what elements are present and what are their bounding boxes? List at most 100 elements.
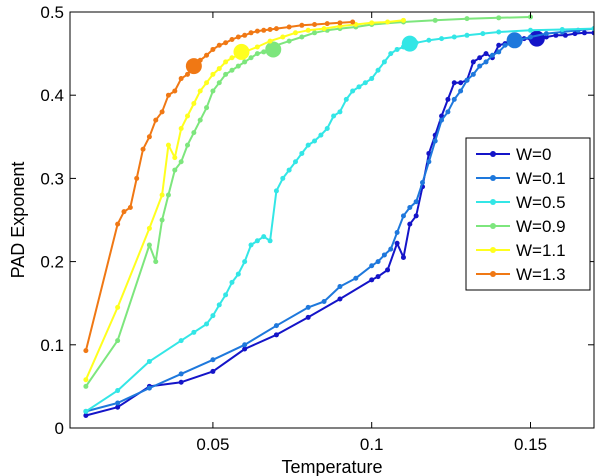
data-point [458, 88, 464, 94]
plot-frame [69, 11, 595, 429]
data-point [204, 105, 210, 111]
legend-item: W=0 [476, 145, 551, 164]
data-point [229, 67, 235, 73]
legend-swatch-marker [490, 175, 496, 181]
data-point [286, 167, 292, 173]
data-point [159, 192, 165, 198]
data-point [477, 63, 483, 69]
highlight-marker [185, 58, 202, 75]
data-point [248, 55, 254, 61]
data-point [210, 313, 216, 319]
data-point [115, 404, 121, 410]
legend-item: W=0.9 [476, 217, 566, 236]
data-point [146, 225, 152, 231]
data-point [223, 71, 229, 77]
data-point [337, 20, 343, 26]
x-tick-label: 0.05 [196, 435, 229, 454]
legend-swatch-marker [490, 223, 496, 229]
data-point [235, 63, 241, 69]
data-point [483, 59, 489, 65]
data-point [464, 32, 470, 38]
legend-label: W=1.1 [516, 241, 566, 260]
data-point [83, 413, 89, 419]
data-point [312, 21, 318, 27]
data-point [248, 242, 254, 248]
data-point [223, 292, 229, 298]
data-point [242, 259, 248, 265]
data-point [223, 59, 229, 65]
data-point [305, 142, 311, 148]
data-point [385, 267, 391, 273]
data-point [464, 77, 470, 83]
data-point [400, 17, 406, 23]
data-point [543, 31, 549, 37]
data-point [445, 109, 451, 115]
data-point [261, 49, 267, 55]
data-point [165, 192, 171, 198]
data-point [172, 167, 178, 173]
data-point [496, 42, 502, 48]
data-point [261, 27, 267, 33]
data-point [299, 22, 305, 28]
data-point [369, 263, 375, 269]
highlight-marker [233, 43, 250, 60]
data-point [299, 34, 305, 40]
data-point [273, 26, 279, 32]
legend-label: W=0.9 [516, 217, 566, 236]
data-point [115, 304, 121, 310]
data-point [229, 36, 235, 42]
data-point [191, 130, 197, 136]
data-point [562, 32, 568, 38]
data-point [496, 15, 502, 21]
data-point [165, 92, 171, 98]
data-point [388, 51, 394, 57]
data-point [216, 66, 222, 72]
data-point [527, 34, 533, 40]
data-point [229, 55, 235, 61]
data-point [426, 37, 432, 43]
data-point [254, 238, 260, 244]
series-line [84, 21, 353, 351]
data-point [375, 274, 381, 280]
data-point [197, 88, 203, 94]
data-point [210, 88, 216, 94]
legend-item: W=0.5 [476, 193, 566, 212]
highlight-marker [265, 41, 282, 58]
x-tick-label: 0.15 [514, 435, 547, 454]
data-point [343, 96, 349, 102]
data-point [115, 400, 121, 406]
data-point [407, 221, 413, 227]
data-point [178, 159, 184, 165]
data-point [210, 46, 216, 52]
data-point [375, 259, 381, 265]
legend-label: W=0.5 [516, 193, 566, 212]
data-point [210, 357, 216, 363]
data-point [127, 205, 133, 211]
data-point [115, 388, 121, 394]
data-point [292, 30, 298, 36]
data-point [305, 304, 311, 310]
data-point [356, 84, 362, 90]
data-point [312, 138, 318, 144]
legend-swatch-marker [490, 247, 496, 253]
data-point [553, 32, 559, 38]
data-point [394, 46, 400, 52]
data-point [581, 30, 587, 36]
data-point [185, 142, 191, 148]
legend-swatch-marker [490, 151, 496, 157]
data-point [165, 142, 171, 148]
data-point [204, 52, 210, 58]
data-point [458, 80, 464, 86]
data-point [299, 150, 305, 156]
data-point [242, 32, 248, 38]
data-point [146, 358, 152, 364]
data-point [140, 146, 146, 152]
y-tick-label: 0.5 [40, 3, 64, 22]
data-point [426, 159, 432, 165]
data-point [178, 338, 184, 344]
legend-box [465, 137, 591, 291]
data-point [280, 175, 286, 181]
data-point [235, 271, 241, 277]
data-point [305, 27, 311, 33]
